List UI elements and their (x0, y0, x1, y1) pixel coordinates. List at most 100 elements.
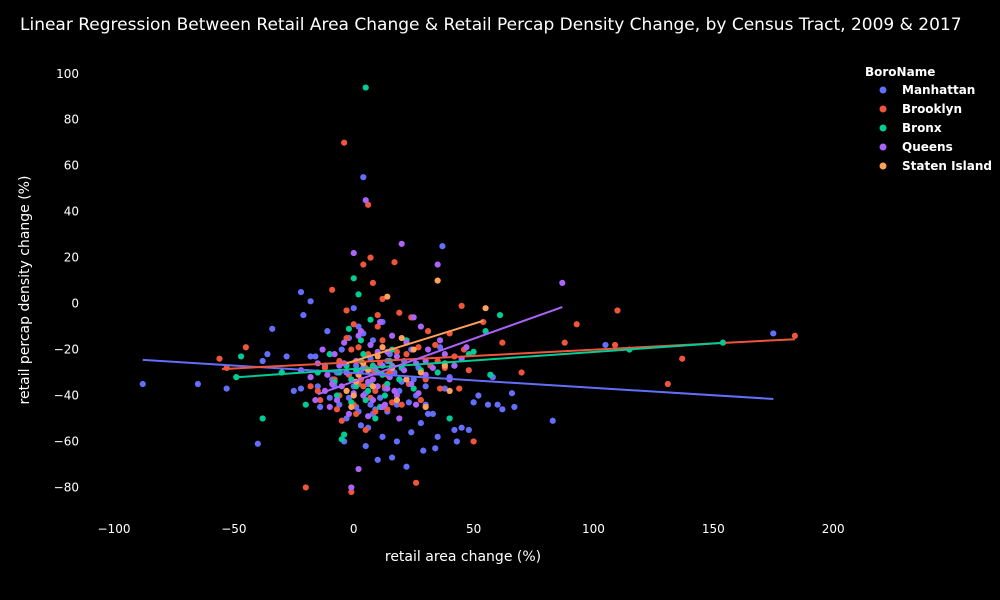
y-tick-label: 0 (71, 297, 79, 311)
legend-title: BoroName (865, 65, 935, 79)
data-point-brooklyn (321, 364, 329, 372)
data-point-manhattan (403, 463, 410, 470)
data-point-staten-island (393, 397, 400, 404)
y-axis-ticks: −80 −60 −40 −20 0 20 40 60 80 100 (54, 67, 79, 495)
data-point-manhattan (453, 438, 460, 445)
data-point-bronx (362, 397, 369, 404)
legend-item-brooklyn[interactable]: Brooklyn (902, 102, 962, 116)
data-point-staten-island (369, 383, 377, 390)
data-point-bronx (410, 385, 417, 392)
data-point-brooklyn (561, 339, 568, 346)
y-axis-label: retail percap density change (%) (17, 176, 33, 405)
data-point-manhattan (324, 328, 331, 335)
data-point-queens (319, 346, 326, 353)
data-point-brooklyn (341, 139, 348, 146)
data-point-queens (393, 353, 400, 360)
data-point-queens (362, 197, 369, 204)
y-tick-label: 40 (64, 205, 79, 219)
data-point-brooklyn (470, 438, 477, 445)
data-point-brooklyn (302, 484, 309, 491)
data-point-brooklyn (611, 341, 619, 349)
legend-item-manhattan[interactable]: Manhattan (902, 83, 975, 97)
data-point-queens (410, 314, 417, 321)
data-point-manhattan (350, 305, 357, 312)
data-point-manhattan (494, 401, 501, 408)
data-point-brooklyn (348, 488, 355, 496)
chart-title: Linear Regression Between Retail Area Ch… (20, 15, 962, 35)
data-point-bronx (360, 351, 367, 358)
data-point-manhattan (312, 353, 319, 360)
data-point-manhattan (259, 357, 266, 365)
data-point-queens (326, 403, 333, 411)
data-point-manhattan (465, 426, 472, 434)
data-point-manhattan (396, 387, 403, 395)
data-point-manhattan (290, 387, 297, 395)
x-axis-ticks: −100 −50 0 50 100 150 200 (98, 522, 845, 536)
data-point-queens (396, 415, 403, 422)
data-point-manhattan (355, 323, 362, 330)
data-point-brooklyn (679, 355, 686, 362)
data-point-bronx (302, 401, 309, 408)
data-point-brooklyn (242, 344, 249, 351)
data-point-bronx (355, 291, 362, 298)
x-tick-label: 50 (466, 522, 481, 536)
legend-item-staten-island[interactable]: Staten Island (902, 159, 992, 173)
data-point-bronx (350, 275, 357, 282)
data-point-manhattan (317, 403, 324, 411)
data-point-brooklyn (329, 286, 336, 293)
data-point-queens (341, 339, 348, 346)
data-point-staten-island (403, 376, 410, 383)
data-point-queens (408, 380, 415, 388)
data-point-manhattan (194, 380, 201, 388)
data-point-brooklyn (456, 385, 463, 392)
data-point-brooklyn (614, 307, 621, 314)
data-point-manhattan (436, 344, 444, 351)
data-point-queens (463, 344, 470, 351)
data-point-manhattan (374, 456, 381, 463)
data-point-queens (388, 332, 396, 339)
data-point-queens (400, 367, 408, 374)
data-point-bronx (381, 392, 389, 399)
data-point-queens (333, 397, 341, 404)
x-tick-label: 200 (822, 522, 845, 536)
data-point-queens (345, 410, 353, 417)
data-point-manhattan (360, 174, 367, 181)
data-point-manhattan (508, 390, 516, 397)
data-point-staten-island (446, 387, 453, 395)
data-point-staten-island (343, 387, 350, 395)
data-point-bronx (357, 337, 365, 344)
data-point-brooklyn (403, 351, 410, 358)
x-axis-label: retail area change (%) (385, 549, 541, 565)
data-point-manhattan (475, 392, 482, 399)
data-point-queens (369, 376, 377, 383)
data-point-staten-island (384, 293, 391, 300)
data-point-queens (329, 380, 336, 388)
y-tick-label: 100 (56, 67, 79, 81)
legend-items: Manhattan Brooklyn Bronx Queens Staten Islan… (879, 83, 992, 173)
data-point-queens (412, 401, 420, 408)
data-point-queens (369, 397, 377, 404)
data-point-brooklyn (436, 385, 444, 392)
data-point-bronx (362, 84, 369, 91)
x-tick-label: 0 (350, 522, 358, 536)
trend-line-bronx (238, 341, 726, 379)
data-point-bronx (446, 415, 453, 422)
data-point-staten-island (422, 403, 429, 411)
legend-item-bronx[interactable]: Bronx (902, 121, 942, 135)
data-point-brooklyn (343, 334, 350, 342)
data-point-brooklyn (791, 332, 798, 339)
data-point-brooklyn (384, 406, 391, 413)
data-point-queens (365, 413, 372, 420)
data-point-brooklyn (518, 369, 525, 376)
y-tick-label: 20 (64, 251, 79, 265)
data-point-brooklyn (367, 254, 374, 261)
trend-line-queens (317, 306, 563, 396)
legend: BoroName Manhattan Brooklyn Bronx Queens Sta… (865, 65, 992, 173)
data-point-manhattan (345, 394, 353, 401)
data-point-manhattan (343, 415, 350, 422)
data-point-manhattan (549, 417, 556, 424)
data-point-staten-island (398, 334, 405, 342)
data-point-manhattan (307, 353, 314, 360)
data-point-bronx (434, 369, 441, 376)
legend-item-queens[interactable]: Queens (902, 140, 953, 154)
